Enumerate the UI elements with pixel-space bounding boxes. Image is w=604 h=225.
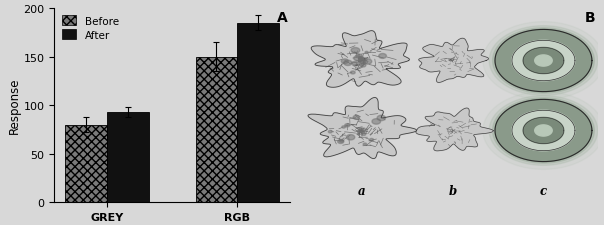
Polygon shape	[359, 61, 365, 65]
Polygon shape	[311, 32, 410, 88]
Legend: Before, After: Before, After	[60, 14, 121, 43]
Polygon shape	[352, 62, 357, 66]
Polygon shape	[419, 39, 489, 83]
Polygon shape	[342, 126, 345, 128]
Polygon shape	[512, 111, 575, 151]
Polygon shape	[358, 130, 361, 133]
Text: A: A	[277, 11, 288, 25]
Polygon shape	[345, 124, 350, 127]
Polygon shape	[483, 92, 604, 170]
Polygon shape	[354, 56, 362, 61]
Polygon shape	[489, 27, 598, 96]
Text: a: a	[358, 184, 365, 197]
Polygon shape	[377, 116, 385, 121]
Polygon shape	[364, 59, 372, 65]
Polygon shape	[372, 119, 381, 125]
Polygon shape	[353, 116, 359, 120]
Polygon shape	[535, 125, 552, 137]
Text: B: B	[584, 11, 595, 25]
Polygon shape	[523, 118, 564, 144]
Bar	[107, 112, 149, 202]
Polygon shape	[379, 54, 387, 59]
Polygon shape	[493, 98, 594, 163]
Y-axis label: Response: Response	[8, 78, 21, 134]
Polygon shape	[356, 55, 362, 58]
Polygon shape	[362, 133, 366, 136]
Polygon shape	[495, 100, 592, 162]
Polygon shape	[493, 29, 594, 94]
Polygon shape	[365, 52, 368, 54]
Polygon shape	[329, 131, 332, 133]
Polygon shape	[360, 130, 364, 132]
Polygon shape	[416, 108, 493, 151]
Bar	[65, 125, 107, 202]
Polygon shape	[341, 60, 349, 64]
Polygon shape	[370, 139, 374, 142]
Polygon shape	[358, 57, 364, 61]
Polygon shape	[361, 64, 366, 68]
Polygon shape	[308, 98, 417, 159]
Polygon shape	[338, 140, 344, 144]
Polygon shape	[358, 60, 364, 64]
Polygon shape	[523, 48, 564, 74]
Polygon shape	[344, 61, 352, 66]
Polygon shape	[346, 135, 355, 140]
Polygon shape	[359, 58, 363, 60]
Polygon shape	[483, 22, 604, 100]
Polygon shape	[350, 72, 355, 75]
Bar	[237, 24, 279, 202]
Polygon shape	[489, 96, 598, 166]
Polygon shape	[359, 130, 364, 133]
Text: b: b	[449, 184, 457, 197]
Polygon shape	[535, 56, 552, 67]
Polygon shape	[363, 143, 367, 146]
Bar	[196, 57, 237, 202]
Polygon shape	[495, 30, 592, 92]
Polygon shape	[339, 140, 344, 142]
Text: c: c	[540, 184, 547, 197]
Polygon shape	[351, 48, 360, 54]
Polygon shape	[512, 41, 575, 81]
